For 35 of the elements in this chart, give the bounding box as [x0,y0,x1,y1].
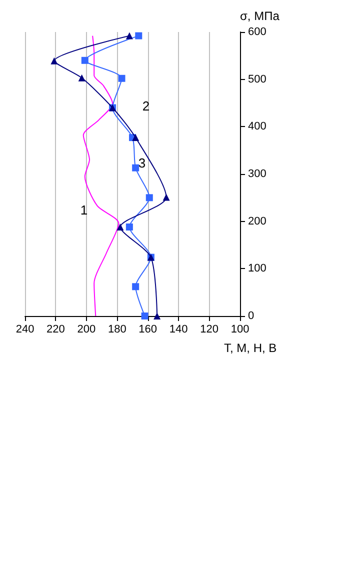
y-tick-label: 400 [248,120,266,133]
point [132,164,140,172]
point [78,74,86,82]
y-tick-label: 100 [248,262,266,275]
x-tick-label: 140 [169,324,188,336]
point [141,312,148,320]
point [162,194,170,201]
x-tick-label: 120 [200,324,218,336]
annotation: 3 [138,156,146,170]
point [132,283,140,290]
point [146,194,153,202]
point [135,32,142,40]
point [81,56,88,64]
x-tick-label: 220 [46,324,65,336]
point [116,224,124,231]
x-tick-label: 160 [138,324,158,336]
y-tick-label: 200 [248,215,266,228]
x-tick-label: 100 [230,324,250,336]
annotation: 2 [142,98,150,114]
x-axis-title: Т, М, Н, В [224,341,277,355]
point [132,134,140,142]
y-axis-title: σ, МПа [240,9,280,23]
y-tick-label: 0 [248,310,254,322]
y-tick-label: 300 [248,168,266,180]
point [126,32,133,40]
y-tick-label: 500 [248,73,266,86]
annotation: 1 [80,202,88,218]
x-tick-label: 240 [16,324,34,336]
x-tick-label: 180 [108,324,126,336]
point [126,224,133,231]
point [154,312,161,320]
x-tick-label: 200 [77,324,96,336]
point [50,57,58,64]
point [118,74,126,82]
y-tick-label: 600 [248,26,266,38]
